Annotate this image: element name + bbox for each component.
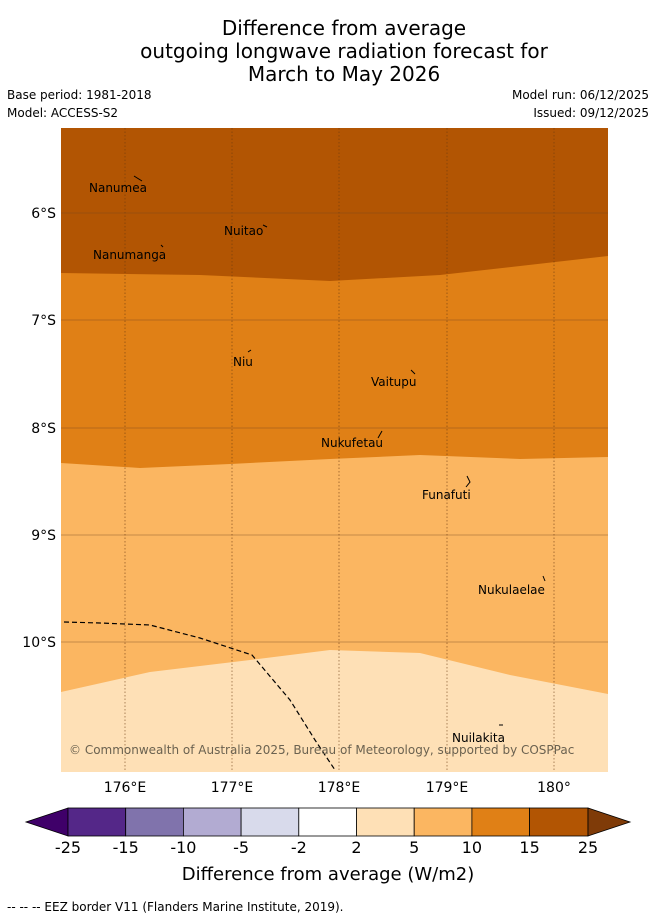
colorbar-label: 10 [462, 838, 482, 857]
place-label: Vaitupu [371, 375, 417, 389]
island-vaitupu-outline [410, 369, 416, 375]
copyright-notice: © Commonwealth of Australia 2025, Bureau… [69, 743, 574, 757]
lon-tick-label: 178°E [318, 780, 361, 796]
colorbar-extend-low [24, 807, 69, 837]
colorbar-label: -2 [291, 838, 307, 857]
island-niu-outline [247, 349, 252, 353]
colorbar-label: 25 [578, 838, 598, 857]
lon-tick-label: 179°E [426, 780, 469, 796]
lat-tick-label: 7°S [31, 313, 56, 329]
title-line-3: March to May 2026 [247, 62, 441, 86]
island-nanumanga-outline [160, 244, 164, 248]
colorbar-label: 15 [519, 838, 539, 857]
island-outlines [133, 175, 546, 726]
base-period: Base period: 1981-2018 [7, 88, 152, 102]
colorbar-segment [471, 807, 530, 837]
eez-border-line [63, 621, 336, 771]
latitude-gridlines [61, 212, 608, 643]
colorbar-segment [413, 807, 473, 837]
eez-legend-note: -- -- -- EEZ border V11 (Flanders Marine… [7, 900, 344, 914]
model-run: Model run: 06/12/2025 [511, 88, 649, 102]
chart-title: Difference from average outgoing longwav… [0, 17, 655, 86]
place-label: Nanumea [89, 181, 147, 195]
title-line-2: outgoing longwave radiation forecast for [140, 39, 548, 63]
colorbar-segment [240, 807, 300, 837]
title-line-1: Difference from average [221, 16, 467, 40]
island-nukufetau-outline [377, 430, 383, 439]
colorbar-label: 2 [351, 838, 361, 857]
latitude-tick-labels: 6°S 7°S 8°S 9°S 10°S [22, 206, 56, 651]
model-name: Model: ACCESS-S2 [7, 106, 119, 120]
island-nukulaelae-outline [542, 575, 546, 582]
place-label: Nuitao [224, 224, 263, 238]
place-label: Nanumanga [93, 248, 166, 262]
lat-tick-label: 8°S [31, 421, 56, 437]
place-label: Niu [233, 355, 253, 369]
longitude-gridlines [124, 128, 555, 772]
place-label: Funafuti [422, 488, 471, 502]
colorbar-segment [529, 807, 589, 837]
lat-tick-label: 6°S [31, 206, 56, 222]
map-plot-area: Nanumea Nuitao Nanumanga Niu Vaitupu Nuk… [61, 128, 608, 772]
colorbar-title: Difference from average (W/m2) [182, 864, 474, 885]
island-nuitao-outline [262, 224, 268, 228]
colorbar-segment [67, 807, 127, 837]
lat-tick-label: 9°S [31, 528, 56, 544]
colorbar-label: -25 [55, 838, 81, 857]
colorbar: -25 -15 -10 -5 -2 2 5 10 15 25 Differenc… [24, 807, 632, 885]
lon-tick-label: 176°E [104, 780, 147, 796]
longitude-tick-labels: 176°E 177°E 178°E 179°E 180° [104, 780, 571, 796]
issued-date: Issued: 09/12/2025 [533, 106, 649, 120]
colorbar-label: -5 [233, 838, 249, 857]
colorbar-segment [356, 807, 415, 837]
place-label: Nuilakita [452, 731, 505, 745]
colorbar-label: -15 [113, 838, 139, 857]
colorbar-extend-high [587, 807, 632, 837]
place-label: Nukufetau [321, 436, 383, 450]
colorbar-label: -10 [170, 838, 196, 857]
lat-tick-label: 10°S [22, 635, 56, 651]
colorbar-segment [298, 807, 357, 837]
island-funafuti-outline [465, 475, 471, 488]
colorbar-label: 5 [409, 838, 419, 857]
island-nanumea-outline [133, 175, 143, 182]
place-label: Nukulaelae [478, 583, 545, 597]
lon-tick-label: 177°E [211, 780, 254, 796]
lon-tick-label: 180° [537, 780, 571, 796]
colorbar-segment [125, 807, 184, 837]
colorbar-segment [182, 807, 242, 837]
anomaly-band-2-5 [61, 650, 608, 772]
